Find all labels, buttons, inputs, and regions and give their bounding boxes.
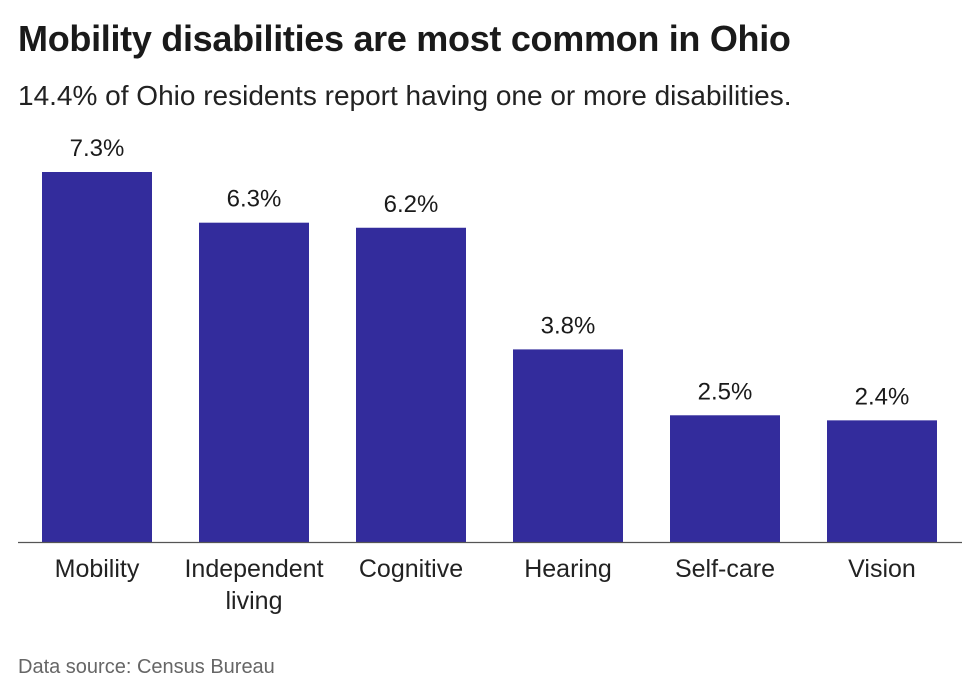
bar-independent-living bbox=[199, 222, 309, 542]
x-tick-label: Mobility bbox=[55, 555, 140, 583]
bar-vision bbox=[827, 420, 937, 542]
bar-self-care bbox=[670, 415, 780, 542]
x-tick-label: Hearing bbox=[524, 555, 612, 583]
data-label: 2.4% bbox=[855, 383, 910, 410]
data-label: 2.5% bbox=[698, 378, 753, 405]
bar-chart: 7.3% Mobility 6.3% Independent living 6.2% Cog… bbox=[18, 135, 962, 615]
data-label: 6.3% bbox=[227, 186, 282, 213]
data-label: 3.8% bbox=[541, 312, 596, 339]
chart-subtitle: 14.4% of Ohio residents report having on… bbox=[18, 80, 792, 111]
bar-hearing bbox=[513, 349, 623, 542]
data-label: 6.2% bbox=[384, 191, 439, 218]
bar-cognitive bbox=[356, 227, 466, 542]
chart-title: Mobility disabilities are most common in… bbox=[18, 18, 791, 59]
x-tick-label: Self-care bbox=[675, 555, 775, 583]
x-tick-label: Independent living bbox=[184, 555, 323, 615]
bar-mobility bbox=[42, 172, 152, 542]
data-label: 7.3% bbox=[70, 135, 125, 162]
x-tick-label: Cognitive bbox=[359, 555, 463, 583]
x-tick-label: Vision bbox=[848, 555, 916, 583]
data-source: Data source: Census Bureau bbox=[18, 656, 275, 678]
